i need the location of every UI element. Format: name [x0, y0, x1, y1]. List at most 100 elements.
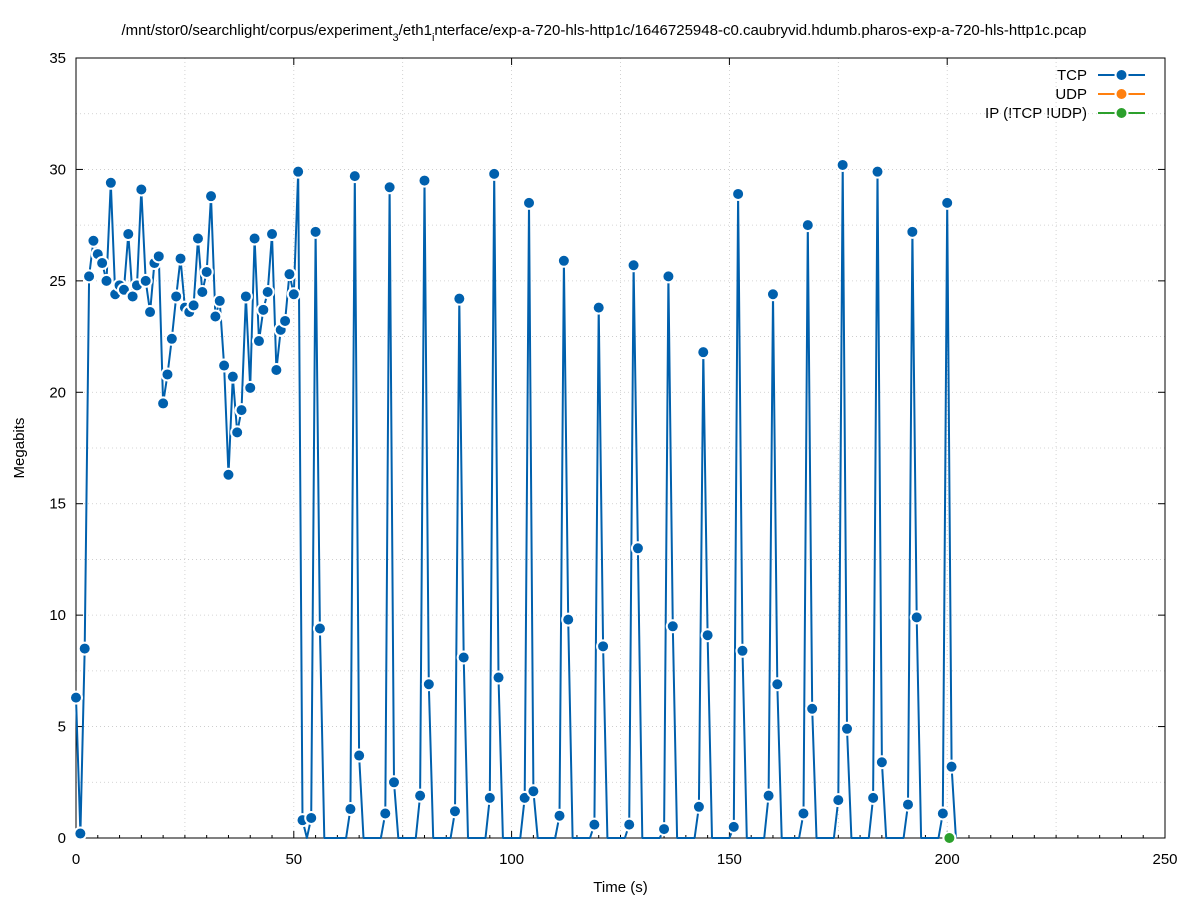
- data-point: [386, 775, 401, 790]
- data-point: [343, 802, 358, 817]
- data-point: [596, 639, 611, 654]
- data-point: [212, 293, 227, 308]
- data-point: [800, 218, 815, 233]
- data-point: [447, 804, 462, 819]
- data-point: [452, 291, 467, 306]
- data-point: [691, 799, 706, 814]
- data-point: [208, 309, 223, 324]
- data-point: [160, 367, 175, 382]
- legend-label: TCP: [1057, 67, 1087, 84]
- data-point: [909, 610, 924, 625]
- x-tick-label: 50: [285, 851, 302, 868]
- data-point: [522, 195, 537, 210]
- data-point: [199, 264, 214, 279]
- data-point: [900, 797, 915, 812]
- data-point: [269, 363, 284, 377]
- data-point: [761, 788, 776, 803]
- data-point: [260, 285, 275, 299]
- data-point: [382, 180, 397, 195]
- data-point: [134, 182, 149, 197]
- data-point: [905, 224, 920, 239]
- data-point: [103, 175, 118, 190]
- data-point: [77, 641, 92, 656]
- y-tick-label: 0: [58, 830, 66, 847]
- legend: TCP UDP IP (!TCP !UDP): [985, 67, 1145, 122]
- data-point: [247, 231, 262, 246]
- data-point: [421, 677, 436, 692]
- data-point: [282, 267, 297, 282]
- data-point: [291, 164, 306, 179]
- data-point: [526, 784, 541, 799]
- y-tick-label: 35: [49, 50, 66, 67]
- data-point: [217, 358, 232, 373]
- data-point: [230, 425, 245, 440]
- data-point: [456, 650, 471, 665]
- data-point: [169, 289, 184, 304]
- x-axis-label: Time (s): [593, 879, 647, 896]
- legend-marker: [1114, 68, 1129, 82]
- data-point: [665, 619, 680, 634]
- data-point: [256, 302, 271, 317]
- data-point: [487, 166, 502, 181]
- data-point: [735, 643, 750, 658]
- data-point: [164, 331, 179, 346]
- data-point: [482, 790, 497, 805]
- data-point: [265, 227, 280, 242]
- series-line-0: [75, 164, 957, 839]
- data-point: [99, 273, 114, 288]
- y-tick-label: 30: [49, 161, 66, 178]
- data-point: [234, 403, 249, 418]
- data-point: [870, 164, 885, 179]
- data-point: [378, 806, 393, 821]
- data-point: [156, 396, 171, 411]
- legend-marker: [1114, 106, 1129, 120]
- data-point: [622, 817, 637, 832]
- data-point: [278, 313, 293, 328]
- data-point: [630, 541, 645, 556]
- x-tick-label: 250: [1152, 851, 1177, 868]
- data-point: [95, 256, 110, 271]
- data-point: [69, 690, 83, 705]
- data-point: [657, 822, 672, 837]
- grid: [75, 58, 1166, 838]
- data-point: [82, 269, 97, 284]
- legend-label: UDP: [1055, 86, 1087, 103]
- data-point: [552, 808, 567, 823]
- data-point: [143, 305, 158, 320]
- y-axis-label: Megabits: [11, 418, 28, 479]
- data-point: [225, 369, 240, 384]
- data-point: [874, 755, 889, 770]
- data-point: [195, 285, 210, 299]
- data-point: [700, 628, 715, 643]
- data-point: [944, 759, 959, 774]
- legend-marker: [1114, 87, 1129, 101]
- data-point: [661, 269, 676, 284]
- data-point: [770, 677, 785, 692]
- x-tick-label: 0: [72, 851, 80, 868]
- y-tick-label: 10: [49, 607, 66, 624]
- data-point: [121, 227, 136, 242]
- data-point: [417, 173, 432, 188]
- data-point: [556, 253, 571, 268]
- x-tick-label: 200: [935, 851, 960, 868]
- data-point: [186, 298, 201, 313]
- data-point: [796, 806, 811, 821]
- data-point: [765, 287, 780, 302]
- data-point: [138, 273, 153, 288]
- data-point: [587, 817, 602, 832]
- data-point: [491, 670, 506, 685]
- data-point: [413, 788, 428, 803]
- y-tick-label: 15: [49, 496, 66, 513]
- data-point: [238, 289, 253, 304]
- data-point: [731, 186, 746, 201]
- data-point: [840, 721, 855, 736]
- data-point: [696, 345, 711, 360]
- data-point: [312, 621, 327, 636]
- data-point: [304, 810, 319, 825]
- data-point: [942, 831, 957, 845]
- data-point: [308, 224, 323, 239]
- data-point: [73, 826, 88, 841]
- x-tick-label: 150: [717, 851, 742, 868]
- data-point: [286, 287, 301, 302]
